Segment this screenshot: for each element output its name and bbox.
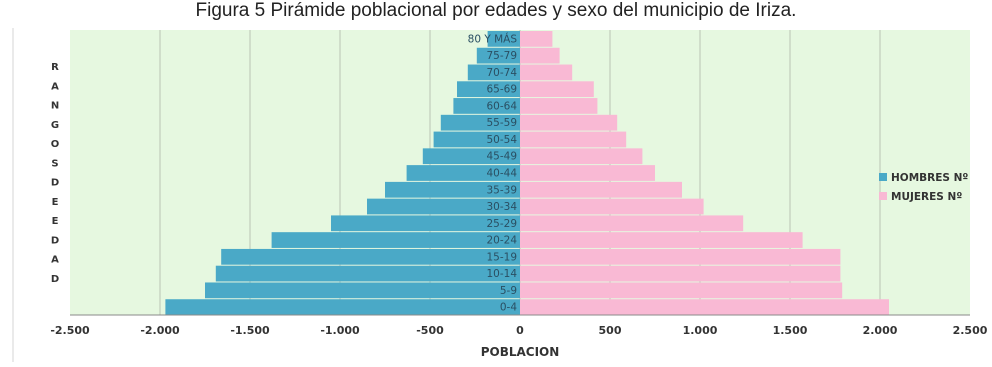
category-label: 60-64: [486, 100, 517, 112]
bar-mujeres: [520, 165, 655, 181]
bar-mujeres: [520, 181, 682, 198]
y-axis-title-letter: E: [52, 197, 59, 208]
category-labels: 0-4 5-9 10-14 15-19 20-24 25-29 30-34 35-39 40-4…: [468, 32, 518, 313]
figure-caption: Figura 5 Pirámide poblacional por edades…: [195, 0, 797, 21]
bar-mujeres: [520, 265, 841, 282]
x-tick-label: 0: [516, 324, 524, 337]
category-label: 55-59: [486, 117, 517, 129]
bar-hombres: [215, 265, 521, 282]
category-label: 65-69: [486, 84, 517, 96]
bar-mujeres: [520, 47, 560, 64]
category-label: 30-34: [486, 201, 517, 213]
y-axis-title-letter: S: [51, 158, 58, 169]
x-tick-label: -1.500: [230, 324, 270, 337]
bar-mujeres: [520, 31, 553, 47]
y-axis-title-letter: N: [51, 101, 59, 112]
x-tick-label: -2.000: [140, 324, 180, 337]
legend-label: MUJERES Nº: [891, 191, 962, 203]
legend-swatch: [879, 192, 887, 200]
legend-label: HOMBRES Nº: [891, 172, 968, 184]
legend: HOMBRES Nº MUJERES Nº: [879, 172, 968, 203]
bar-mujeres: [520, 148, 643, 165]
x-tick-label: -1.000: [320, 324, 360, 337]
legend-swatch: [879, 173, 887, 181]
bar-hombres: [457, 81, 520, 98]
category-label: 75-79: [486, 50, 517, 62]
x-tick-label: -500: [416, 324, 444, 337]
x-tick-label: -2.500: [50, 324, 90, 337]
bar-mujeres: [520, 198, 704, 215]
bar-hombres: [467, 64, 520, 81]
bar-hombres: [205, 282, 520, 299]
x-tick-label: 2.000: [863, 324, 898, 337]
bar-hombres: [165, 299, 520, 315]
bar-hombres: [221, 248, 520, 265]
y-axis-title-letter: A: [51, 81, 59, 92]
y-axis-title-letter: E: [52, 216, 59, 227]
bar-mujeres: [520, 81, 594, 98]
y-axis-title-letter: O: [51, 139, 60, 150]
x-tick-label: 1.500: [773, 324, 808, 337]
bar-mujeres: [520, 232, 803, 248]
bar-hombres: [422, 148, 520, 165]
category-label: 15-19: [486, 251, 517, 263]
bar-mujeres: [520, 64, 573, 81]
bar-hombres: [476, 47, 520, 64]
category-label: 80 Y MÁS: [468, 32, 518, 45]
bar-hombres: [271, 232, 520, 248]
category-label: 40-44: [486, 168, 517, 180]
bar-mujeres: [520, 215, 744, 232]
bar-mujeres: [520, 98, 598, 114]
category-label: 20-24: [486, 235, 517, 247]
category-label: 70-74: [486, 67, 517, 79]
y-axis-title-letter: R: [51, 62, 59, 73]
bar-hombres: [331, 215, 520, 232]
y-axis-title-letter: D: [51, 235, 59, 246]
bar-mujeres: [520, 282, 843, 299]
y-axis-title-letter: D: [51, 274, 59, 285]
bar-hombres: [367, 198, 520, 215]
bar-mujeres: [520, 248, 841, 265]
x-tick-labels: -2.500 -2.000 -1.500 -1.000 -500 0 500 1.000 1.5…: [50, 324, 987, 337]
bar-hombres: [385, 181, 520, 198]
x-tick-label: 500: [599, 324, 622, 337]
y-axis-title-letter: G: [51, 120, 59, 131]
category-label: 5-9: [500, 285, 517, 297]
bars-group: [165, 31, 889, 315]
category-label: 45-49: [486, 151, 517, 163]
bar-hombres: [440, 114, 520, 131]
bar-hombres: [433, 131, 520, 148]
bar-hombres: [453, 98, 520, 114]
category-label: 10-14: [486, 268, 517, 280]
y-axis-title-letter: A: [51, 255, 59, 266]
bar-hombres: [487, 31, 520, 47]
bar-hombres: [406, 165, 520, 181]
bar-mujeres: [520, 299, 889, 315]
category-label: 0-4: [500, 302, 517, 314]
category-label: 35-39: [486, 184, 517, 196]
category-label: 50-54: [486, 134, 517, 146]
bar-mujeres: [520, 114, 618, 131]
y-axis-title-letter: D: [51, 178, 59, 189]
x-tick-label: 1.000: [683, 324, 718, 337]
x-axis-title: POBLACION: [481, 345, 560, 359]
x-tick-label: 2.500: [953, 324, 988, 337]
category-label: 25-29: [486, 218, 517, 230]
bar-mujeres: [520, 131, 627, 148]
